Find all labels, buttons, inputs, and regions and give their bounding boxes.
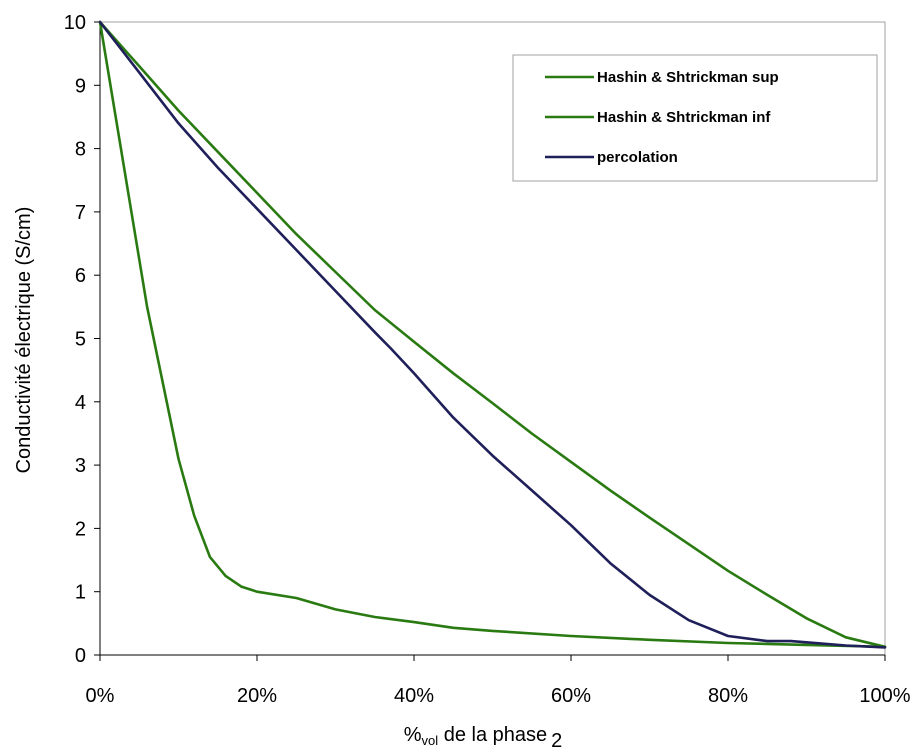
x-tick-label: 80% (708, 685, 748, 707)
x-axis-title-subscript: vol (422, 733, 439, 748)
series-lines (98, 20, 887, 649)
y-tick-label: 5 (75, 329, 86, 351)
y-tick-label: 9 (75, 75, 86, 97)
y-tick-label: 6 (75, 265, 86, 287)
y-tick-label: 10 (64, 12, 86, 34)
legend-label: Hashin & Shtrickman sup (597, 69, 779, 86)
series-line-percolation (98, 20, 887, 649)
series-line-hs-inf (98, 20, 887, 649)
x-axis-title-main: % (404, 724, 422, 746)
y-axis-title: Conductivité électrique (S/cm) (13, 207, 35, 474)
x-tick-label: 0% (86, 685, 115, 707)
y-tick-label: 4 (75, 392, 86, 414)
y-tick-label: 7 (75, 202, 86, 224)
x-tick-label: 60% (551, 685, 591, 707)
y-tick-label: 1 (75, 582, 86, 604)
legend-label: percolation (597, 149, 678, 166)
y-tick-label: 2 (75, 518, 86, 540)
x-tick-label: 100% (859, 685, 910, 707)
legend-entry-hs-sup: Hashin & Shtrickman sup (545, 69, 779, 86)
legend-entry-percolation: percolation (545, 149, 678, 166)
y-tick-label: 3 (75, 455, 86, 477)
y-tick-label: 8 (75, 139, 86, 161)
legend-label: Hashin & Shtrickman inf (597, 109, 771, 126)
x-tick-label: 20% (237, 685, 277, 707)
legend-entry-hs-inf: Hashin & Shtrickman inf (545, 109, 771, 126)
x-axis-title-rest: de la phase (438, 724, 547, 746)
x-axis-title-suffix: 2 (551, 730, 562, 749)
x-tick-label: 40% (394, 685, 434, 707)
y-tick-label: 0 (75, 645, 86, 667)
legend: Hashin & Shtrickman sup Hashin & Shtrickm… (512, 54, 878, 182)
x-axis-title: %vol de la phase 2 (404, 724, 563, 749)
series-line-hs-sup (98, 20, 887, 649)
